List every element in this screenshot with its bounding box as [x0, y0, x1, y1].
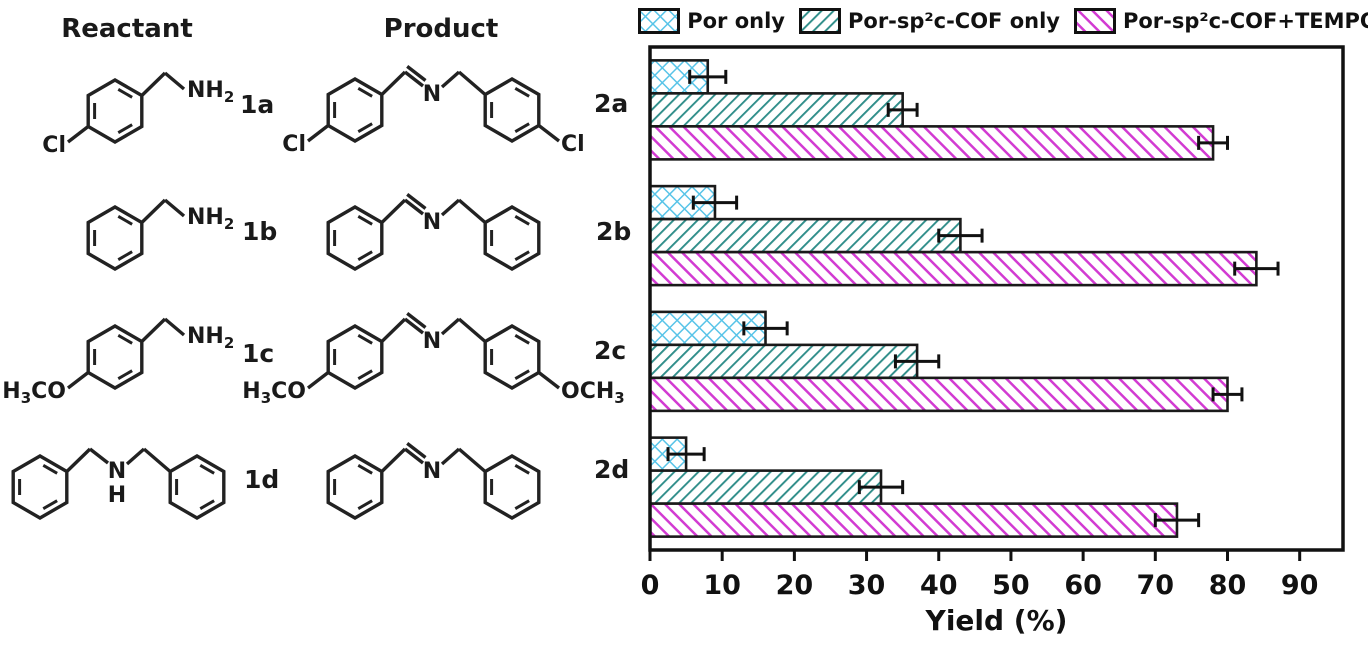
- atom-label: OCH3: [561, 379, 625, 407]
- legend-item: Por only: [638, 8, 785, 34]
- bar-2b-series2-errorbar: [1233, 261, 1280, 276]
- x-tick-label: 90: [1281, 570, 1319, 601]
- bar-2c-series2-hatch: [650, 377, 1228, 411]
- bar-2a-series1-errorbar: [886, 102, 919, 117]
- bar-2c-series1-hatch: [650, 344, 918, 378]
- product-column-header: Product: [383, 14, 499, 44]
- reactant-label-1c: 1c: [242, 339, 275, 368]
- bar-2c-series0-errorbar: [742, 321, 789, 336]
- legend-swatch-icon: [638, 8, 681, 34]
- yield-bar-chart: 0 10 20 30 40 50 60 70 80 90 Yield (%): [641, 45, 1345, 637]
- x-tick-label: 40: [920, 570, 958, 601]
- bar-2c-series1-errorbar: [893, 354, 941, 369]
- product-label-2d: 2d: [594, 455, 630, 484]
- legend-label: Por-sp²c-COF only: [848, 9, 1060, 33]
- x-tick-label: 30: [848, 570, 886, 601]
- legend-item: Por-sp²c-COF only: [799, 8, 1060, 34]
- bars-group: [648, 59, 1280, 538]
- product-label-2b: 2b: [596, 217, 632, 246]
- bar-2d-series2-hatch: [650, 503, 1177, 537]
- x-tick-label: 10: [703, 570, 741, 601]
- bar-2a-series0-errorbar: [688, 69, 728, 84]
- reactant-label-1b: 1b: [242, 217, 278, 246]
- bar-2d-series1-errorbar: [857, 480, 905, 495]
- x-axis: 0 10 20 30 40 50 60 70 80 90: [641, 550, 1319, 601]
- structure-reactant-1b: NH2: [86, 198, 234, 271]
- x-axis-title: Yield (%): [925, 604, 1068, 637]
- x-tick-label: 70: [1137, 570, 1175, 601]
- atom-label: N: [423, 82, 441, 107]
- x-tick-label: 0: [641, 570, 660, 601]
- bar-2b-series0-errorbar: [691, 195, 739, 210]
- reactant-label-1a: 1a: [240, 90, 275, 119]
- legend-item: Por-sp²c-COF+TEMPO: [1073, 8, 1368, 34]
- atom-label: Cl: [561, 132, 585, 157]
- x-tick-label: 80: [1209, 570, 1247, 601]
- legend-label: Por only: [687, 9, 785, 33]
- product-label-2c: 2c: [594, 336, 627, 365]
- structure-product-2d: N: [326, 442, 541, 520]
- atom-label: N: [423, 210, 441, 235]
- atom-label: NH2: [187, 205, 234, 233]
- reactant-column-header: Reactant: [61, 14, 193, 44]
- bar-2d-series2-errorbar: [1153, 513, 1201, 528]
- structure-product-2c: N H3CO OCH3: [242, 312, 625, 407]
- bar-2b-series1-errorbar: [937, 228, 984, 243]
- structure-product-2b: N: [326, 193, 541, 271]
- bar-2b-series2-hatch: [650, 252, 1257, 286]
- bar-2c-series2-errorbar: [1211, 387, 1244, 402]
- atom-label: NH2: [187, 78, 234, 106]
- atom-label: H3CO: [2, 379, 66, 407]
- atom-label: H: [108, 483, 126, 508]
- x-tick-label: 60: [1064, 570, 1102, 601]
- structure-reactant-1a: NH2 Cl: [42, 71, 234, 158]
- structure-reactant-1c: NH2 H3CO: [2, 317, 234, 407]
- atom-label: H3CO: [242, 379, 306, 407]
- bar-2a-series2-errorbar: [1197, 135, 1229, 150]
- chart-legend: Por only Por-sp²c-COF only Por-sp²c-COF+TE…: [638, 8, 1368, 34]
- x-tick-label: 20: [776, 570, 814, 601]
- atom-label: Cl: [282, 132, 306, 157]
- bar-2d-series0-errorbar: [666, 447, 706, 462]
- plot-frame: [648, 45, 1345, 552]
- bar-2a-series1-hatch: [650, 93, 903, 127]
- legend-label: Por-sp²c-COF+TEMPO: [1122, 9, 1368, 33]
- structure-product-2a: N Cl Cl: [282, 65, 585, 157]
- bar-2a-series2-hatch: [650, 126, 1214, 160]
- legend-swatch-icon: [799, 8, 841, 34]
- atom-label: NH2: [187, 324, 234, 352]
- atom-label: N: [423, 329, 441, 354]
- atom-label: N: [108, 459, 126, 484]
- bar-2d-series1-hatch: [650, 470, 881, 504]
- atom-label: N: [423, 459, 441, 484]
- legend-swatch-icon: [1073, 8, 1116, 34]
- x-tick-label: 50: [992, 570, 1030, 601]
- structure-reactant-1d: NH: [11, 447, 226, 520]
- reactant-label-1d: 1d: [244, 465, 280, 494]
- atom-label: Cl: [42, 133, 66, 158]
- product-label-2a: 2a: [594, 89, 629, 118]
- bar-2b-series1-hatch: [650, 219, 961, 253]
